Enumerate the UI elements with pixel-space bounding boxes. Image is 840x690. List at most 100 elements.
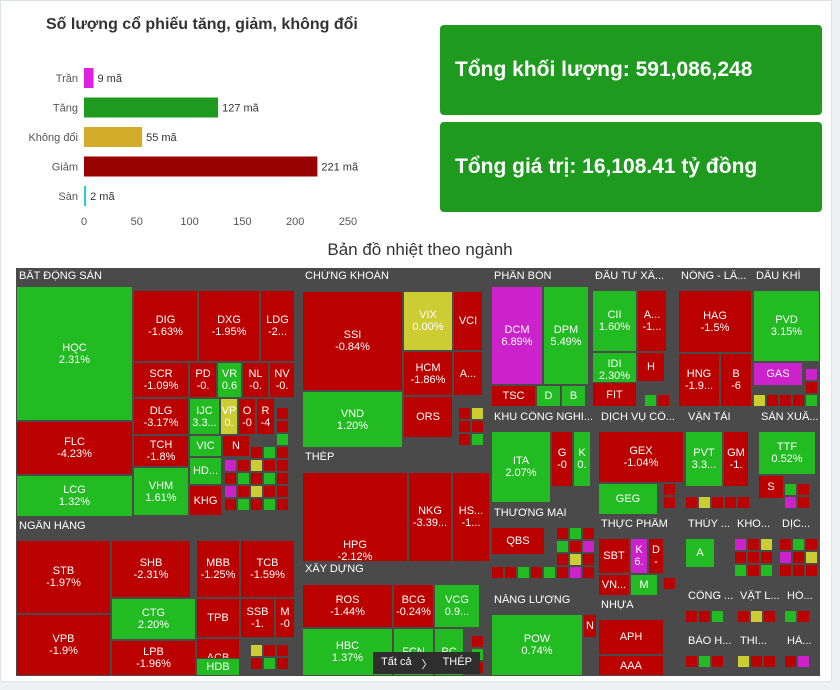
stock-cell-small[interactable] bbox=[747, 551, 760, 564]
stock-cell-small[interactable] bbox=[582, 566, 595, 579]
stock-cell-small[interactable] bbox=[276, 498, 289, 511]
stock-cell-small[interactable] bbox=[263, 446, 276, 459]
stock-cell[interactable]: PVT 3.3... bbox=[685, 431, 723, 487]
stock-cell-small[interactable] bbox=[805, 394, 818, 407]
stock-cell[interactable]: ROS -1.44% bbox=[302, 584, 393, 628]
stock-cell-small[interactable] bbox=[663, 483, 676, 496]
sector-17[interactable]: THỦY ... A bbox=[685, 516, 733, 587]
stock-cell[interactable]: VPB -1.9% bbox=[16, 614, 111, 676]
stock-cell-small[interactable] bbox=[491, 566, 504, 579]
stock-cell[interactable]: SSI -0.84% bbox=[302, 291, 403, 391]
stock-cell-small[interactable] bbox=[569, 553, 582, 566]
stock-cell-small[interactable] bbox=[237, 472, 250, 485]
stock-cell[interactable]: GM -1. bbox=[723, 431, 749, 487]
stock-cell[interactable]: AAA bbox=[598, 655, 664, 676]
stock-cell[interactable]: CTG 2.20% bbox=[111, 598, 196, 640]
stock-cell-small[interactable] bbox=[250, 459, 263, 472]
stock-cell-small[interactable] bbox=[760, 538, 773, 551]
stock-cell[interactable]: D bbox=[536, 385, 561, 407]
stock-cell-small[interactable] bbox=[734, 551, 747, 564]
sector-21[interactable]: VẬT L... bbox=[737, 588, 783, 632]
stock-cell-small[interactable] bbox=[663, 577, 676, 590]
stock-cell-small[interactable] bbox=[734, 538, 747, 551]
stock-cell-small[interactable] bbox=[276, 459, 289, 472]
stock-cell[interactable]: N bbox=[222, 435, 250, 457]
sector-10[interactable]: DỊCH VỤ CÔ... GEX -1.04% GEG bbox=[598, 409, 684, 515]
stock-cell[interactable]: TCH -1.8% bbox=[133, 435, 189, 467]
stock-cell[interactable]: S bbox=[758, 475, 784, 499]
stock-cell-small[interactable] bbox=[711, 655, 724, 668]
sector-6[interactable]: ĐẦU TƯ XÂ... CII 1.60% A... -1... IDI 2.30% H FI… bbox=[592, 268, 677, 408]
stock-cell[interactable]: STB -1.97% bbox=[16, 540, 111, 614]
stock-cell[interactable]: IJC 3.3... bbox=[189, 398, 220, 435]
stock-cell[interactable]: HQC 2.31% bbox=[16, 286, 133, 421]
stock-cell-small[interactable] bbox=[763, 610, 776, 623]
stock-cell-small[interactable] bbox=[543, 566, 556, 579]
sector-0[interactable]: BẤT ĐỘNG SẢN HQC 2.31% FLC -4.23% LCG 1.32% DIG… bbox=[16, 268, 301, 517]
stock-cell-small[interactable] bbox=[276, 433, 289, 446]
stock-cell[interactable]: HCM -1.86% bbox=[403, 351, 453, 396]
stock-cell-small[interactable] bbox=[471, 635, 484, 648]
stock-cell-small[interactable] bbox=[784, 655, 797, 668]
stock-cell-small[interactable] bbox=[779, 538, 792, 551]
stock-cell-small[interactable] bbox=[747, 538, 760, 551]
stock-cell[interactable]: DIG -1.63% bbox=[133, 290, 198, 362]
stock-cell[interactable]: DXG -1.95% bbox=[198, 290, 260, 362]
stock-cell-small[interactable] bbox=[750, 610, 763, 623]
stock-cell[interactable]: N bbox=[583, 614, 597, 638]
stock-cell-small[interactable] bbox=[556, 527, 569, 540]
stock-cell-small[interactable] bbox=[805, 381, 818, 394]
stock-cell-small[interactable] bbox=[747, 564, 760, 577]
stock-cell-small[interactable] bbox=[663, 496, 676, 509]
stock-cell-small[interactable] bbox=[458, 407, 471, 420]
stock-cell[interactable]: NV -0. bbox=[269, 362, 295, 398]
stock-cell[interactable]: VR 0.6 bbox=[217, 362, 242, 398]
stock-cell[interactable]: GAS bbox=[753, 362, 803, 386]
stock-cell-small[interactable] bbox=[792, 551, 805, 564]
stock-cell[interactable]: A... bbox=[453, 351, 483, 396]
sector-9[interactable]: KHU CÔNG NGHI... ITA 2.07% G -0 K 0. bbox=[491, 409, 597, 504]
stock-cell[interactable]: CII 1.60% bbox=[592, 290, 637, 352]
stock-cell[interactable]: DPM 5.49% bbox=[543, 286, 589, 385]
stock-cell-small[interactable] bbox=[556, 553, 569, 566]
stock-cell-small[interactable] bbox=[760, 551, 773, 564]
stock-cell[interactable]: M bbox=[630, 574, 658, 596]
stock-cell[interactable]: M -0 bbox=[275, 598, 295, 638]
stock-cell-small[interactable] bbox=[805, 368, 818, 381]
stock-cell-small[interactable] bbox=[471, 420, 484, 433]
stock-cell[interactable]: VIC bbox=[189, 435, 222, 457]
stock-cell-small[interactable] bbox=[263, 657, 276, 670]
stock-cell-small[interactable] bbox=[711, 610, 724, 623]
stock-cell-small[interactable] bbox=[530, 566, 543, 579]
stock-cell-small[interactable] bbox=[784, 483, 797, 496]
stock-cell-small[interactable] bbox=[797, 610, 810, 623]
stock-cell[interactable]: TPB bbox=[196, 598, 240, 638]
stock-cell[interactable]: TSC bbox=[491, 385, 536, 407]
stock-cell-small[interactable] bbox=[750, 655, 763, 668]
stock-cell-small[interactable] bbox=[737, 496, 750, 509]
stock-cell-small[interactable] bbox=[766, 394, 779, 407]
stock-cell-small[interactable] bbox=[504, 566, 517, 579]
stock-cell-small[interactable] bbox=[276, 446, 289, 459]
stock-cell[interactable]: FLC -4.23% bbox=[16, 421, 133, 475]
stock-cell-small[interactable] bbox=[263, 459, 276, 472]
stock-cell-small[interactable] bbox=[276, 644, 289, 657]
stock-cell[interactable]: SBT bbox=[598, 538, 630, 574]
stock-cell[interactable]: POW 0.74% bbox=[491, 614, 583, 676]
stock-cell-small[interactable] bbox=[711, 496, 724, 509]
stock-cell-small[interactable] bbox=[471, 433, 484, 446]
stock-cell-small[interactable] bbox=[797, 483, 810, 496]
stock-cell-small[interactable] bbox=[685, 655, 698, 668]
sector-19[interactable]: DỊC... bbox=[779, 516, 820, 587]
stock-cell-small[interactable] bbox=[276, 485, 289, 498]
stock-cell[interactable]: HAG -1.5% bbox=[678, 290, 752, 353]
stock-cell-small[interactable] bbox=[582, 553, 595, 566]
stock-cell[interactable]: O -0 bbox=[238, 398, 256, 435]
stock-cell[interactable]: PD -0. bbox=[189, 362, 217, 398]
stock-cell-small[interactable] bbox=[276, 472, 289, 485]
sector-12[interactable]: SẢN XUẤ... TTF 0.52% S bbox=[758, 409, 820, 515]
stock-cell-small[interactable] bbox=[556, 540, 569, 553]
stock-cell-small[interactable] bbox=[458, 433, 471, 446]
stock-cell-small[interactable] bbox=[250, 446, 263, 459]
sector-15[interactable]: THỰC PHẨM SBT K 6. D - VN... M bbox=[598, 516, 684, 596]
